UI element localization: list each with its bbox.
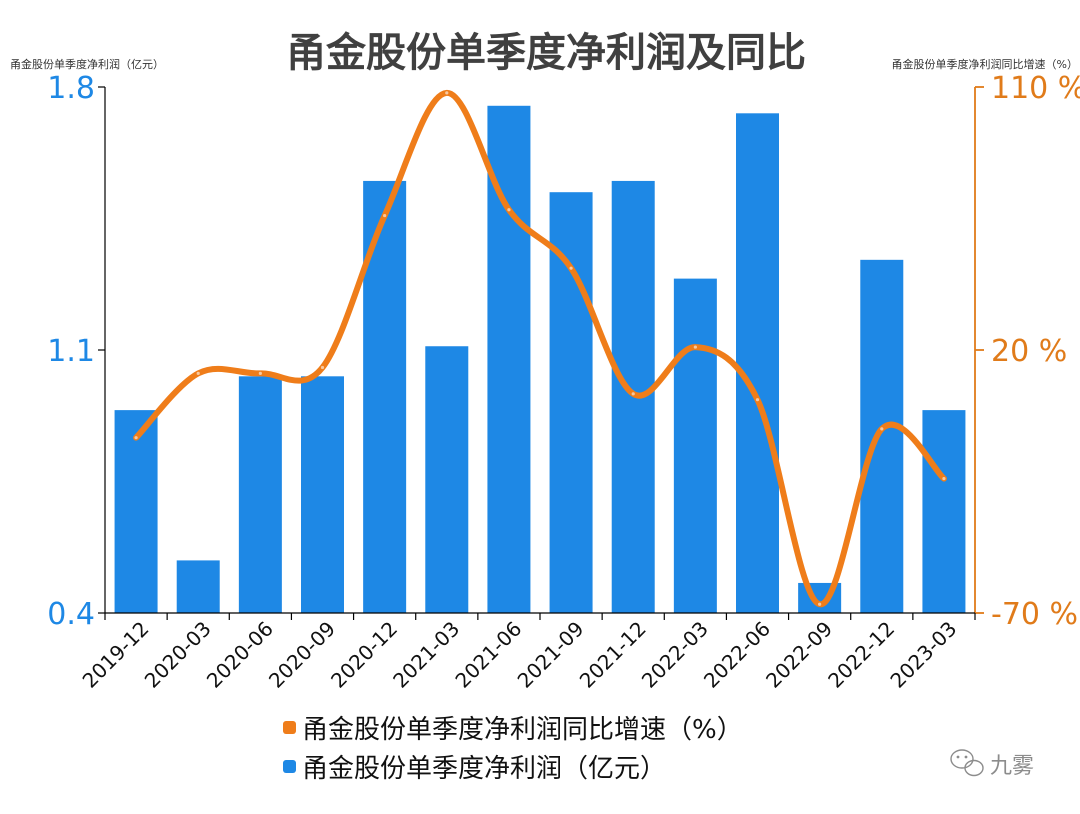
x-tick-label: 2020-06 [202,617,278,693]
axes: 0.4 1.1 1.8 -70 % 20 % 110 % [47,71,1080,632]
bar [176,560,220,613]
bar [922,410,966,613]
line-series [133,89,947,608]
right-tick-label: 110 % [991,71,1080,106]
watermark: 九雾 [950,749,1034,779]
legend-label-line: 甬金股份单季度净利润同比增速（%） [302,715,743,745]
x-tick-label: 2022-06 [699,617,775,693]
legend-label-bar: 甬金股份单季度净利润（亿元） [302,754,666,784]
line-point [755,398,760,402]
x-tick-labels: 2019-122020-032020-062020-092020-122021-… [78,617,962,693]
x-tick-label: 2021-09 [513,617,589,693]
legend-swatch-line [283,721,296,734]
line-point [818,602,822,606]
line-point [320,365,325,370]
line-point [507,208,511,212]
x-tick-label: 2021-12 [575,617,651,693]
bar [487,105,531,614]
x-tick-label: 2021-03 [388,617,464,693]
bar [425,346,469,613]
line-point [569,266,573,270]
legend: 甬金股份单季度净利润同比增速（%） 甬金股份单季度净利润（亿元） [283,715,743,784]
line-point [383,213,387,218]
bar [860,259,904,613]
line-point [880,427,884,431]
line-point [942,476,946,481]
wechat-icon [950,749,984,777]
bar [238,376,282,613]
right-tick-label: -70 % [991,597,1078,632]
x-tick-label: 2020-12 [326,617,402,693]
x-tick-label: 2023-03 [885,617,961,693]
left-tick-label: 1.8 [47,71,95,106]
line-point [196,371,200,375]
x-tick-label: 2022-03 [637,617,713,693]
bar [736,113,779,614]
line-point [258,371,262,375]
right-axis-title: 甬金股份单季度净利润同比增速（%） [892,57,1078,71]
right-tick-label: 20 % [991,334,1067,369]
x-tick-label: 2020-03 [140,617,216,693]
bar [301,376,344,613]
bar [673,278,717,613]
bar-series [114,105,966,614]
left-tick-label: 0.4 [47,597,95,632]
left-tick-label: 1.1 [47,334,95,369]
bar [114,410,158,613]
line-point [693,345,697,349]
legend-swatch-bar [283,760,296,773]
line-point [134,436,138,440]
x-tick-label: 2020-09 [264,617,340,693]
x-tick-label: 2021-06 [450,617,526,693]
x-tick-label: 2022-12 [823,617,899,693]
left-axis-title: 甬金股份单季度净利润（亿元） [10,57,164,71]
chart-title: 甬金股份单季度净利润及同比 [286,30,806,76]
line-point [445,91,449,95]
bar [549,192,593,613]
line-point [631,392,635,396]
watermark-text: 九雾 [990,754,1034,779]
x-tick-label: 2022-09 [761,617,837,693]
